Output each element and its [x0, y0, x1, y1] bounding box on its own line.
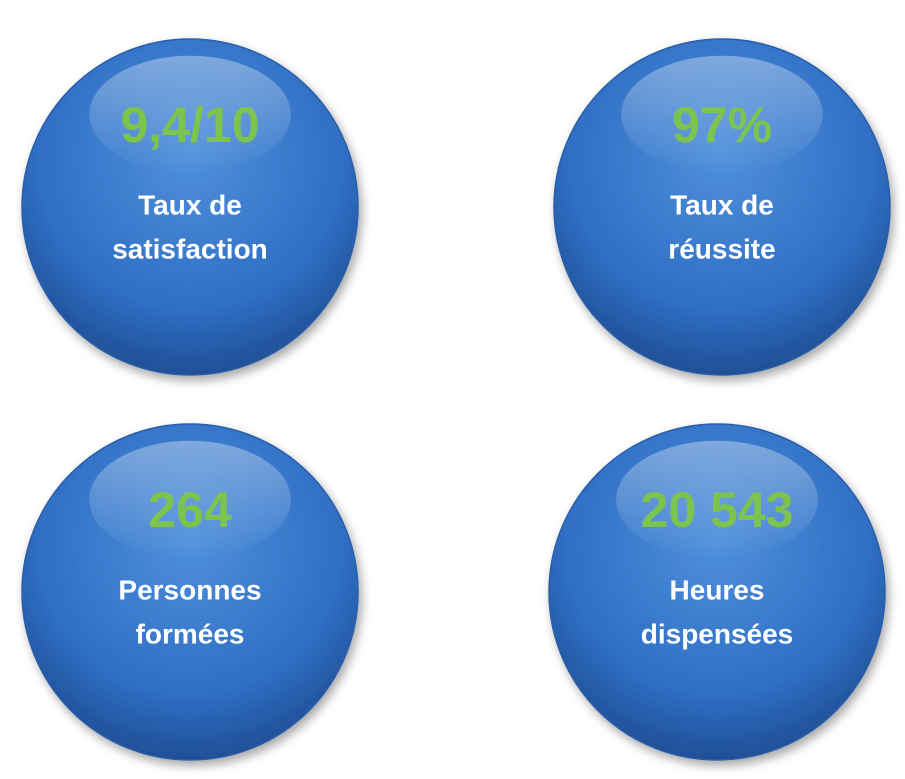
stat-label: Taux de [138, 189, 242, 220]
circle-highlight [89, 440, 291, 559]
stat-label: dispensées [641, 618, 794, 649]
stat-label: formées [136, 618, 245, 649]
circle-highlight [621, 55, 823, 174]
stat-value: 264 [148, 482, 232, 538]
stat-card: 20 543 Heures dispensées [548, 423, 886, 761]
stats: 9,4/10 Taux de satisfaction 97% Taux de réuss… [21, 38, 891, 761]
stat-value: 97% [672, 97, 772, 153]
stat-label: Personnes [118, 574, 261, 605]
stat-value: 20 543 [641, 482, 794, 538]
stat-label: Heures [670, 574, 765, 605]
stat-label: satisfaction [112, 233, 268, 264]
stat-label: Taux de [670, 189, 774, 220]
circle-highlight [616, 440, 818, 559]
stat-card: 264 Personnes formées [21, 423, 359, 761]
stat-value: 9,4/10 [120, 97, 259, 153]
stat-label: réussite [668, 233, 775, 264]
stat-card: 97% Taux de réussite [553, 38, 891, 376]
circle-highlight [89, 55, 291, 174]
stat-card: 9,4/10 Taux de satisfaction [21, 38, 359, 376]
